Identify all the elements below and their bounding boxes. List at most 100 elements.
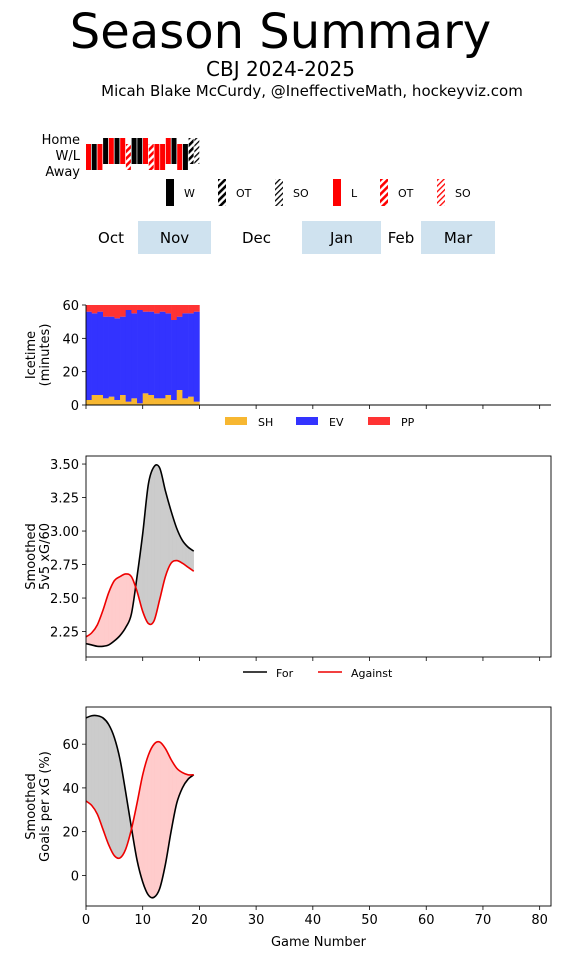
xg-legend: For Against bbox=[243, 667, 393, 680]
bar-PP-game-16 bbox=[171, 305, 178, 320]
results-strip bbox=[86, 138, 200, 170]
bar-SH-game-7 bbox=[120, 395, 126, 405]
y-axis-label-line-0: Icetime bbox=[24, 331, 39, 379]
y-axis-label-line-1: (minutes) bbox=[38, 324, 53, 387]
bar-PP-game-8 bbox=[125, 305, 132, 310]
plot-frame bbox=[85, 706, 552, 907]
x-tick-label-2: 20 bbox=[191, 913, 208, 928]
month-label-3: Jan bbox=[329, 229, 353, 247]
month-band-5 bbox=[421, 221, 495, 254]
bar-SH-game-6 bbox=[114, 400, 121, 405]
bar-SH-game-1 bbox=[86, 400, 92, 405]
result-mark-game-2 bbox=[91, 144, 97, 170]
result-mark-game-13 bbox=[154, 144, 160, 170]
legend-label-5: SO bbox=[455, 187, 471, 200]
x-tick-label-0: 0 bbox=[82, 913, 90, 928]
bar-SH-game-17 bbox=[176, 390, 183, 405]
legend-label-3: L bbox=[351, 187, 358, 200]
bar-EV-game-7 bbox=[120, 316, 126, 395]
month-label-0: Oct bbox=[98, 229, 124, 247]
bar-SH-game-14 bbox=[159, 398, 166, 405]
bar-EV-game-1 bbox=[86, 311, 92, 400]
y-tick-label-2: 40 bbox=[62, 782, 79, 797]
xg-panel: 2.25 2.50 2.75 3.00 3.25 3.50 Smoothed 5v5 xG/6… bbox=[24, 455, 552, 661]
y-axis-label-line-0: Smoothed bbox=[24, 523, 39, 589]
y-tick-label-2: 40 bbox=[62, 332, 79, 347]
bar-EV-game-19 bbox=[188, 313, 195, 397]
y-axis-label-line-0: Smoothed bbox=[24, 773, 39, 839]
bar-PP-game-14 bbox=[159, 305, 166, 312]
credit-line: Micah Blake McCurdy, @IneffectiveMath, h… bbox=[101, 82, 523, 100]
x-axis-label: Game Number bbox=[271, 935, 367, 950]
line-For bbox=[85, 464, 195, 648]
plot-frame bbox=[85, 455, 552, 658]
bar-EV-game-2 bbox=[91, 313, 98, 395]
bar-PP-game-18 bbox=[182, 305, 189, 314]
bar-PP-game-12 bbox=[148, 305, 155, 312]
x-tick-label-6: 60 bbox=[418, 913, 435, 928]
x-tick-label-7: 70 bbox=[475, 913, 492, 928]
y-axis-label-line-1: Goals per xG (%) bbox=[38, 751, 53, 862]
month-label-5: Mar bbox=[444, 229, 473, 247]
legend-swatch-3 bbox=[333, 179, 341, 206]
bar-SH-game-12 bbox=[148, 395, 155, 405]
line-Against bbox=[85, 559, 195, 638]
y-tick-label-3: 3.00 bbox=[50, 525, 79, 540]
legend-label-0: W bbox=[184, 187, 195, 200]
result-mark-game-8 bbox=[125, 144, 131, 170]
bar-EV-game-14 bbox=[159, 311, 166, 399]
y-tick-label-0: 0 bbox=[71, 399, 79, 414]
legend-swatch-PP bbox=[368, 417, 390, 425]
legend-label-2: SO bbox=[293, 187, 309, 200]
icetime-legend: SH EV PP bbox=[225, 416, 415, 429]
legend-swatch-0 bbox=[166, 179, 174, 206]
bar-SH-game-15 bbox=[165, 395, 172, 405]
result-mark-game-20 bbox=[194, 138, 200, 164]
legend-label-SH: SH bbox=[258, 416, 273, 429]
bar-SH-game-8 bbox=[125, 401, 132, 405]
bar-PP-game-13 bbox=[154, 305, 161, 314]
y-tick-label-0: 0 bbox=[71, 869, 79, 884]
bar-SH-game-4 bbox=[103, 398, 109, 405]
y-tick-label-3: 60 bbox=[62, 738, 79, 753]
legend-label-Against: Against bbox=[351, 667, 393, 680]
icetime-panel: 0 20 40 60 Icetime (minutes) bbox=[24, 299, 551, 414]
bar-PP-game-3 bbox=[97, 305, 104, 312]
legend-label-PP: PP bbox=[401, 416, 415, 429]
bar-EV-game-3 bbox=[97, 311, 104, 395]
bar-EV-game-20 bbox=[193, 311, 200, 402]
bar-PP-game-7 bbox=[120, 305, 126, 317]
row-label-wl: W/L bbox=[56, 149, 81, 164]
bar-EV-game-4 bbox=[103, 316, 109, 399]
y-tick-label-1: 20 bbox=[62, 366, 79, 381]
goals-per-xg-panel: 0 10 20 30 40 50 60 70 80 0 20 40 60 Smoothed Goals pe… bbox=[24, 706, 552, 950]
x-tick-label-5: 50 bbox=[361, 913, 378, 928]
bar-PP-game-2 bbox=[91, 305, 98, 314]
bar-SH-game-13 bbox=[154, 398, 161, 405]
result-mark-game-4 bbox=[103, 138, 109, 164]
result-mark-game-5 bbox=[108, 138, 114, 164]
bar-EV-game-5 bbox=[108, 316, 115, 397]
x-tick-label-4: 40 bbox=[305, 913, 322, 928]
result-mark-game-16 bbox=[171, 138, 177, 164]
result-mark-game-3 bbox=[97, 144, 103, 170]
legend-label-EV: EV bbox=[329, 416, 344, 429]
month-band-1 bbox=[138, 221, 211, 254]
line-Against bbox=[85, 740, 194, 860]
bar-PP-game-4 bbox=[103, 305, 109, 317]
bar-EV-game-8 bbox=[125, 310, 132, 402]
result-mark-game-14 bbox=[160, 144, 166, 170]
legend-swatch-2 bbox=[275, 179, 283, 206]
month-label-4: Feb bbox=[388, 229, 415, 247]
legend-swatch-5 bbox=[437, 179, 445, 206]
result-mark-game-17 bbox=[177, 144, 183, 170]
result-mark-game-1 bbox=[86, 144, 91, 170]
y-axis-label-line-1: 5v5 xG/60 bbox=[38, 523, 53, 590]
month-label-2: Dec bbox=[242, 229, 271, 247]
month-band-3 bbox=[302, 221, 381, 254]
bar-EV-game-10 bbox=[137, 310, 144, 404]
bar-SH-game-5 bbox=[108, 396, 115, 405]
legend-swatch-EV bbox=[296, 417, 318, 425]
bar-EV-game-18 bbox=[182, 313, 189, 399]
